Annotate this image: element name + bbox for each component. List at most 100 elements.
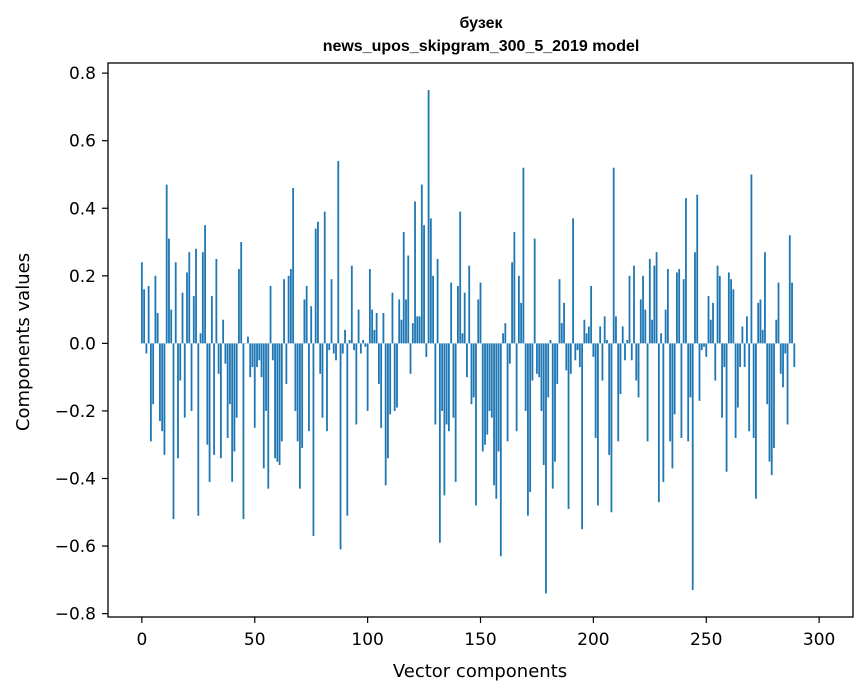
bar [615, 316, 617, 344]
bar [601, 343, 604, 381]
bar [488, 343, 491, 411]
bar [721, 343, 723, 418]
bar [545, 343, 547, 594]
bar [621, 326, 624, 344]
bar [536, 343, 538, 374]
bar [716, 265, 719, 344]
bar [612, 167, 615, 344]
bar [170, 309, 173, 344]
bar [382, 312, 385, 344]
bar [696, 194, 699, 344]
bar [651, 319, 653, 344]
bar [630, 343, 633, 361]
bar [147, 285, 150, 344]
bar [736, 343, 739, 408]
bar [657, 343, 660, 503]
bar [314, 228, 317, 344]
bar [554, 343, 556, 462]
bar [596, 343, 599, 506]
y-tick-label: 0.0 [69, 334, 96, 354]
bar [639, 299, 642, 344]
bar [779, 343, 782, 374]
bar [540, 343, 543, 411]
bar [635, 343, 638, 381]
bar [646, 343, 649, 442]
bar [310, 306, 313, 344]
bar [303, 299, 306, 344]
bar [463, 292, 466, 344]
bar [208, 343, 211, 482]
bar [515, 343, 518, 432]
bar [258, 343, 261, 361]
bar [206, 343, 209, 445]
bar [294, 343, 297, 411]
bar [576, 343, 579, 351]
bar [583, 319, 586, 344]
bar [298, 343, 301, 489]
bar [384, 343, 387, 486]
bar [784, 343, 787, 354]
bar [346, 343, 349, 516]
bar [156, 312, 159, 344]
bar [477, 299, 480, 344]
bar [409, 343, 412, 374]
bar [581, 343, 583, 530]
bar [249, 343, 252, 378]
bar [152, 343, 155, 405]
bar [633, 265, 635, 344]
bar [669, 343, 672, 442]
bar [506, 343, 509, 442]
bar [504, 323, 507, 344]
bar [739, 343, 742, 368]
bar [274, 343, 276, 459]
bar [425, 343, 428, 357]
bar [759, 299, 762, 344]
bar [165, 184, 168, 344]
bar-series [140, 90, 796, 594]
bar [287, 275, 290, 344]
y-tick-label: 0.6 [69, 132, 96, 152]
bar [190, 343, 193, 411]
bar [163, 343, 166, 455]
bar [353, 343, 355, 351]
bar [411, 323, 414, 344]
bar [278, 343, 281, 465]
bar [725, 343, 728, 472]
bar [260, 343, 263, 378]
x-tick-label: 150 [464, 630, 496, 650]
bar [766, 343, 769, 405]
bar [707, 296, 710, 344]
bar [393, 343, 396, 411]
bar [229, 343, 231, 405]
bar [727, 272, 730, 344]
bar [626, 340, 629, 344]
x-tick-label: 250 [690, 630, 722, 650]
bar [305, 285, 308, 344]
bar [592, 343, 595, 357]
bar [280, 343, 283, 442]
bar [624, 343, 626, 361]
bar [484, 343, 486, 445]
bar [587, 326, 590, 344]
bar [301, 343, 304, 449]
bar [312, 343, 315, 536]
bar [529, 343, 532, 493]
bar [664, 309, 667, 344]
bar [240, 242, 243, 344]
bar [585, 333, 588, 344]
bar [168, 238, 170, 344]
bar [375, 312, 378, 344]
bar [256, 343, 258, 368]
bar [217, 343, 220, 374]
bar [522, 167, 525, 344]
bar [161, 343, 164, 432]
bar [567, 343, 570, 509]
bar [499, 343, 502, 557]
bar [454, 343, 457, 482]
bar [698, 343, 701, 401]
bar [445, 343, 448, 425]
bar [231, 343, 234, 482]
bar [475, 343, 477, 506]
